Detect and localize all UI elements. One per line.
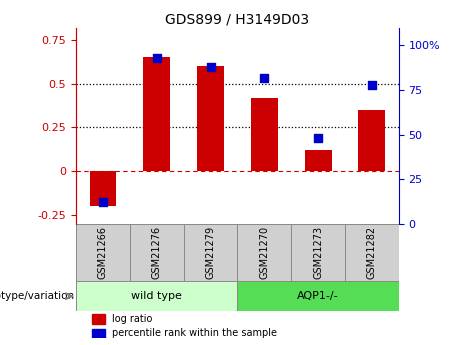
Text: wild type: wild type (131, 291, 182, 301)
Bar (89, 171, 116, 206)
Point (207, 64, 214, 70)
Bar (291, 224, 345, 281)
Point (99, 200, 106, 205)
Bar (76, 224, 130, 281)
Bar (345, 224, 399, 281)
Bar (237, 281, 399, 311)
Bar (183, 224, 237, 281)
Bar (237, 224, 291, 281)
Text: percentile rank within the sample: percentile rank within the sample (112, 328, 277, 338)
Text: GSM21282: GSM21282 (367, 226, 377, 279)
Bar (92, 314, 105, 324)
Point (368, 82, 376, 88)
Text: GSM21270: GSM21270 (259, 226, 269, 279)
Text: GSM21273: GSM21273 (313, 226, 323, 279)
Bar (358, 110, 385, 171)
Text: genotype/variation: genotype/variation (0, 291, 75, 301)
Bar (130, 224, 183, 281)
Point (260, 75, 268, 80)
Bar (251, 98, 278, 171)
Text: AQP1-/-: AQP1-/- (297, 291, 339, 301)
Point (153, 55, 160, 61)
Text: log ratio: log ratio (112, 314, 152, 324)
Title: GDS899 / H3149D03: GDS899 / H3149D03 (165, 12, 309, 27)
Text: GSM21266: GSM21266 (98, 226, 108, 279)
Bar (305, 150, 331, 171)
Bar (92, 328, 105, 338)
Bar (197, 66, 224, 171)
Text: GSM21276: GSM21276 (152, 226, 162, 279)
Bar (143, 57, 170, 171)
Bar (76, 281, 237, 311)
Point (314, 136, 322, 141)
Text: GSM21279: GSM21279 (206, 226, 216, 279)
